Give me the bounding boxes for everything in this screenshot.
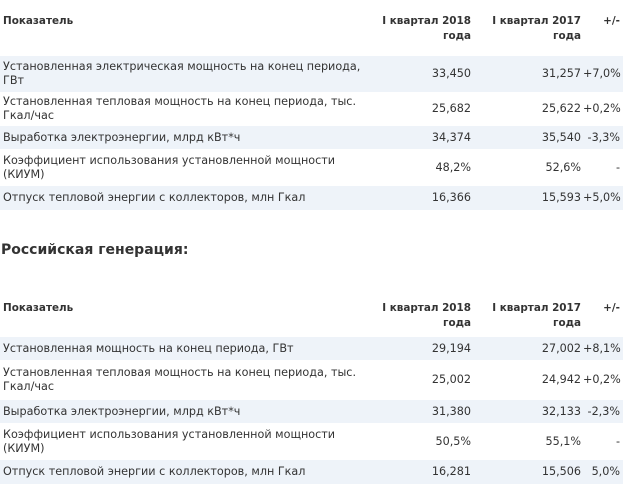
header-q1-2017: I квартал 2017 года: [492, 302, 581, 329]
table-row: Выработка электроэнергии, млрд кВт*ч 34,…: [0, 126, 623, 149]
value-q1-2017: 27,002: [473, 337, 583, 360]
value-q1-2018: 16,281: [363, 460, 473, 484]
table-header-row: Показатель I квартал 2018 года I квартал…: [0, 295, 623, 337]
value-change: +5,0%: [583, 186, 623, 210]
header-change: +/-: [603, 15, 620, 27]
value-change: 5,0%: [583, 460, 623, 484]
value-q1-2018: 25,002: [363, 360, 473, 400]
row-label: Коэффициент использования установленной …: [0, 149, 363, 186]
row-label: Отпуск тепловой энергии с коллекторов, м…: [0, 460, 363, 484]
value-q1-2017: 24,942: [473, 360, 583, 400]
row-label: Отпуск тепловой энергии с коллекторов, м…: [0, 186, 363, 210]
table-row: Отпуск тепловой энергии с коллекторов, м…: [0, 460, 623, 484]
value-q1-2017: 25,622: [473, 92, 583, 126]
row-label: Коэффициент использования установленной …: [0, 423, 363, 460]
header-change: +/-: [603, 302, 620, 314]
row-label: Выработка электроэнергии, млрд кВт*ч: [0, 400, 363, 423]
russian-generation-table: Показатель I квартал 2018 года I квартал…: [0, 295, 623, 484]
header-indicator: Показатель: [3, 302, 74, 314]
value-change: +0,2%: [583, 360, 623, 400]
table-row: Выработка электроэнергии, млрд кВт*ч 31,…: [0, 400, 623, 423]
value-q1-2018: 33,450: [363, 56, 473, 92]
row-label: Установленная мощность на конец периода,…: [0, 337, 363, 360]
value-change: -3,3%: [583, 126, 623, 149]
value-change: +8,1%: [583, 337, 623, 360]
value-q1-2018: 34,374: [363, 126, 473, 149]
value-q1-2017: 15,593: [473, 186, 583, 210]
value-change: -: [583, 149, 623, 186]
header-q1-2018: I квартал 2018 года: [382, 15, 471, 42]
table-row: Установленная тепловая мощность на конец…: [0, 360, 623, 400]
table-row: Установленная электрическая мощность на …: [0, 56, 623, 92]
header-q1-2017: I квартал 2017 года: [492, 15, 581, 42]
value-q1-2017: 31,257: [473, 56, 583, 92]
row-label: Установленная тепловая мощность на конец…: [0, 92, 363, 126]
header-q1-2018: I квартал 2018 года: [382, 302, 471, 329]
value-q1-2017: 35,540: [473, 126, 583, 149]
value-q1-2017: 52,6%: [473, 149, 583, 186]
value-change: -2,3%: [583, 400, 623, 423]
value-change: +7,0%: [583, 56, 623, 92]
table-header-row: Показатель I квартал 2018 года I квартал…: [0, 8, 623, 56]
table-row: Установленная мощность на конец периода,…: [0, 337, 623, 360]
section-title: Российская генерация:: [1, 242, 189, 258]
value-q1-2017: 15,506: [473, 460, 583, 484]
generation-table: Показатель I квартал 2018 года I квартал…: [0, 8, 623, 210]
table-row: Коэффициент использования установленной …: [0, 149, 623, 186]
value-q1-2018: 50,5%: [363, 423, 473, 460]
value-change: +0,2%: [583, 92, 623, 126]
value-q1-2018: 16,366: [363, 186, 473, 210]
value-change: -: [583, 423, 623, 460]
value-q1-2018: 31,380: [363, 400, 473, 423]
row-label: Установленная электрическая мощность на …: [0, 56, 363, 92]
value-q1-2017: 55,1%: [473, 423, 583, 460]
table-row: Отпуск тепловой энергии с коллекторов, м…: [0, 186, 623, 210]
value-q1-2018: 25,682: [363, 92, 473, 126]
table-row: Коэффициент использования установленной …: [0, 423, 623, 460]
value-q1-2018: 29,194: [363, 337, 473, 360]
row-label: Установленная тепловая мощность на конец…: [0, 360, 363, 400]
row-label: Выработка электроэнергии, млрд кВт*ч: [0, 126, 363, 149]
header-indicator: Показатель: [3, 15, 74, 27]
value-q1-2018: 48,2%: [363, 149, 473, 186]
value-q1-2017: 32,133: [473, 400, 583, 423]
table-row: Установленная тепловая мощность на конец…: [0, 92, 623, 126]
